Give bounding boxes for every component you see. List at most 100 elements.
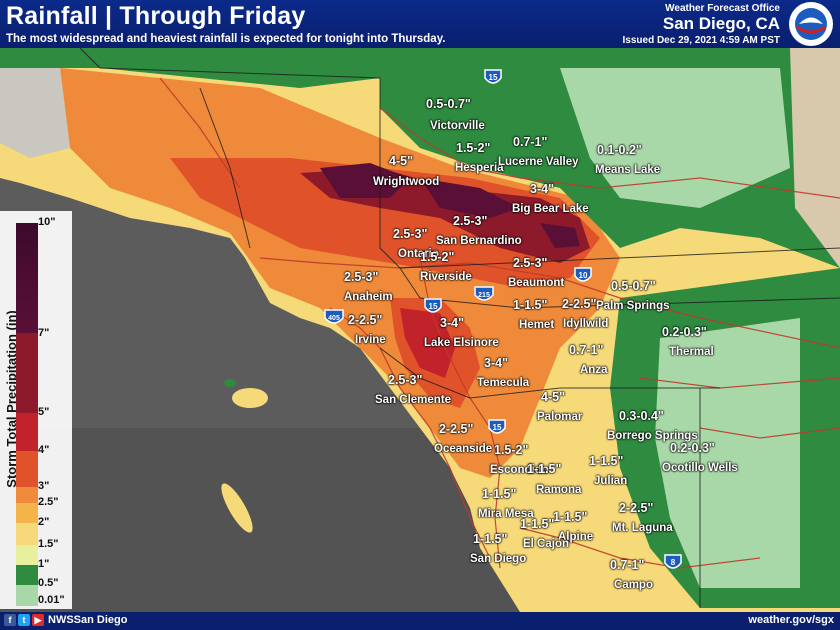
footer-bar: f t ▶ NWSSan Diego weather.gov/sgx	[0, 612, 840, 630]
legend-swatch	[16, 413, 38, 451]
amount-label: 0.7-1"	[610, 558, 645, 572]
youtube-icon[interactable]: ▶	[32, 614, 44, 626]
amount-label: 1.5-2"	[494, 443, 529, 457]
amount-label: 1-1.5"	[513, 298, 548, 312]
highway-shield-10: 10	[574, 267, 592, 282]
amount-label: 1-1.5"	[520, 517, 555, 531]
website-link[interactable]: weather.gov/sgx	[748, 614, 834, 626]
legend-tick: 4"	[38, 444, 50, 456]
place-label: Means Lake	[595, 164, 661, 176]
county-lines	[79, 48, 840, 608]
place-label: Borrego Springs	[607, 430, 698, 442]
place-label: Ramona	[536, 484, 582, 496]
place-label: Temecula	[477, 377, 530, 389]
highway-number: 15	[489, 73, 498, 82]
amount-label: 0.5-0.7"	[611, 279, 656, 293]
amount-label: 2-2.5"	[348, 313, 383, 327]
amount-label: 2.5-3"	[513, 256, 548, 270]
amount-label: 1-1.5"	[473, 532, 508, 546]
nws-logo	[789, 2, 833, 46]
land-red	[170, 158, 600, 288]
office-city: San Diego, CA	[662, 14, 780, 33]
place-label: Julian	[594, 475, 628, 487]
place-label: Mt. Laguna	[612, 522, 673, 534]
place-label: Big Bear Lake	[512, 203, 589, 215]
amount-label: 1-1.5"	[482, 487, 517, 501]
amount-label: 0.5-0.7"	[426, 97, 471, 111]
amount-label: 4-5"	[389, 154, 413, 168]
rainfall-map	[0, 48, 840, 612]
highway-number: 15	[493, 423, 502, 432]
amount-label: 3-4"	[530, 182, 554, 196]
legend-tick: 5"	[38, 406, 50, 418]
highway-number: 10	[579, 271, 588, 280]
legend-tick: 0.5"	[38, 577, 59, 589]
amount-label: 0.2-0.3"	[662, 325, 707, 339]
amount-label: 4-5"	[541, 390, 565, 404]
place-label: Idyllwild	[563, 318, 609, 330]
twitter-icon[interactable]: t	[18, 614, 30, 626]
amount-label: 1-1.5"	[527, 462, 562, 476]
amount-label: 0.7-1"	[513, 135, 548, 149]
amount-label: 1-1.5"	[553, 510, 588, 524]
place-label: Victorville	[430, 120, 485, 132]
highway-shield-8: 8	[664, 554, 682, 569]
place-label: Lake Elsinore	[424, 337, 499, 349]
page-title: Rainfall | Through Friday	[6, 2, 306, 30]
amount-label: 2.5-3"	[393, 227, 428, 241]
legend-swatch	[16, 545, 38, 565]
place-label: Hemet	[519, 319, 555, 331]
place-label: Escondido	[490, 464, 549, 476]
amount-label: 0.7-1"	[569, 343, 604, 357]
legend-colorbar	[16, 223, 38, 606]
facebook-icon[interactable]: f	[4, 614, 16, 626]
legend-tick: 1"	[38, 558, 50, 570]
place-label: Oceanside	[434, 443, 493, 455]
amount-label: 1-1.5"	[589, 454, 624, 468]
legend-swatch	[16, 451, 38, 487]
place-label: Ontario	[398, 248, 439, 260]
legend-swatch	[16, 523, 38, 545]
place-label: Beaumont	[508, 277, 565, 289]
office-label: Weather Forecast Office	[665, 3, 780, 14]
social-handle[interactable]: NWSSan Diego	[48, 614, 128, 626]
amount-label: 1.5-2"	[420, 250, 455, 264]
highway-shield-405: 405	[324, 309, 344, 324]
amount-label: 0.1-0.2"	[597, 143, 642, 157]
amount-label: 0.3-0.4"	[619, 409, 664, 423]
place-label: El Cajon	[523, 538, 570, 550]
legend-tick: 2"	[38, 516, 50, 528]
amount-label: 3-4"	[440, 316, 464, 330]
amount-label: 2.5-3"	[388, 373, 423, 387]
place-label: Irvine	[355, 334, 386, 346]
place-label: San Diego	[470, 553, 527, 565]
amount-label: 2.5-3"	[453, 214, 488, 228]
place-label: Wrightwood	[373, 176, 440, 188]
legend-tick: 2.5"	[38, 496, 59, 508]
highway-number: 215	[478, 292, 490, 299]
place-label: Ocotillo Wells	[662, 462, 738, 474]
place-label: Lucerne Valley	[498, 156, 579, 168]
place-label: Palomar	[537, 411, 583, 423]
legend-tick: 1.5"	[38, 538, 59, 550]
highway-shield-15-south: 15	[488, 419, 506, 434]
highway-shield-15-north: 15	[484, 69, 502, 84]
legend-swatch	[16, 487, 38, 503]
legend-swatch	[16, 333, 38, 413]
place-label: Mira Mesa	[478, 508, 534, 520]
issued-timestamp: Issued Dec 29, 2021 4:59 AM PST	[622, 35, 781, 46]
place-label: Anza	[580, 364, 608, 376]
social-icons: f t ▶	[4, 614, 44, 626]
place-label: Thermal	[669, 346, 714, 358]
legend-swatch	[16, 585, 38, 606]
amount-label: 0.2-0.3"	[670, 441, 715, 455]
legend-tick: 0.01"	[38, 594, 65, 606]
amount-label: 2-2.5"	[619, 501, 654, 515]
page-subtitle: The most widespread and heaviest rainfal…	[6, 33, 446, 45]
legend-tick: 7"	[38, 327, 50, 339]
place-label: Alpine	[558, 531, 594, 543]
place-label: San Clemente	[375, 394, 452, 406]
amount-label: 2.5-3"	[344, 270, 379, 284]
island-catalina	[232, 388, 268, 408]
